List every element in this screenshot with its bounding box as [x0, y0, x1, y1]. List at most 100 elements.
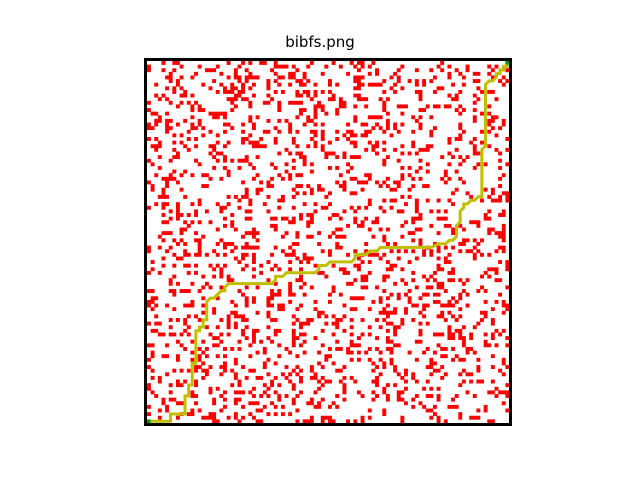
obstacle-cell — [244, 325, 249, 330]
obstacle-cell — [183, 379, 188, 384]
obstacle-cell — [157, 408, 162, 413]
obstacle-cell — [476, 242, 481, 246]
obstacle-cell — [223, 242, 227, 246]
obstacle-cell — [353, 296, 358, 301]
obstacle-cell — [338, 100, 343, 105]
obstacle-cell — [501, 238, 506, 243]
obstacle-cell — [328, 404, 332, 409]
obstacle-cell — [494, 299, 499, 304]
obstacle-cell — [338, 379, 343, 384]
obstacle-cell — [385, 227, 390, 232]
obstacle-cell — [215, 354, 220, 359]
obstacle-cell — [414, 227, 419, 232]
obstacle-cell — [161, 354, 166, 359]
obstacle-cell — [382, 289, 387, 293]
obstacle-cell — [302, 191, 307, 196]
obstacle-cell — [400, 419, 405, 424]
obstacle-cell — [487, 194, 492, 199]
obstacle-cell — [320, 383, 325, 388]
obstacle-cell — [407, 187, 412, 192]
obstacle-cell — [172, 155, 177, 160]
obstacle-cell — [454, 404, 459, 409]
obstacle-cell — [291, 339, 296, 344]
obstacle-cell — [219, 111, 224, 116]
obstacle-cell — [190, 350, 195, 355]
obstacle-cell — [230, 278, 235, 283]
obstacle-cell — [461, 242, 466, 246]
obstacle-cell — [161, 191, 166, 196]
obstacle-cell — [291, 328, 296, 333]
obstacle-cell — [487, 227, 492, 232]
obstacle-cell — [183, 227, 188, 232]
obstacle-cell — [342, 397, 347, 402]
obstacle-layer — [147, 61, 510, 424]
obstacle-cell — [270, 223, 274, 228]
obstacle-cell — [291, 343, 296, 348]
obstacle-cell — [353, 115, 358, 120]
obstacle-cell — [273, 165, 278, 170]
obstacle-cell — [306, 321, 311, 326]
obstacle-cell — [280, 75, 285, 80]
obstacle-cell — [461, 357, 466, 362]
obstacle-cell — [411, 404, 416, 409]
obstacle-cell — [291, 137, 296, 141]
obstacle-cell — [328, 234, 332, 239]
obstacle-cell — [197, 202, 202, 207]
obstacle-cell — [313, 307, 318, 312]
obstacle-cell — [472, 115, 477, 120]
obstacle-cell — [385, 383, 390, 388]
obstacle-cell — [360, 187, 365, 192]
obstacle-cell — [443, 260, 448, 265]
obstacle-cell — [157, 234, 162, 239]
obstacle-cell — [320, 137, 325, 141]
obstacle-cell — [476, 365, 481, 369]
obstacle-cell — [295, 79, 300, 84]
obstacle-cell — [215, 89, 220, 94]
obstacle-cell — [299, 216, 303, 221]
obstacle-cell — [299, 375, 303, 380]
obstacle-cell — [429, 115, 434, 120]
obstacle-cell — [317, 314, 322, 319]
obstacle-cell — [179, 173, 184, 178]
obstacle-cell — [364, 133, 369, 138]
obstacle-cell — [378, 184, 383, 188]
obstacle-cell — [382, 412, 387, 417]
obstacle-cell — [150, 162, 155, 167]
obstacle-cell — [472, 93, 477, 98]
obstacle-cell — [219, 238, 224, 243]
obstacle-cell — [288, 151, 293, 156]
obstacle-cell — [458, 278, 463, 283]
obstacle-cell — [407, 151, 412, 156]
obstacle-cell — [165, 194, 170, 199]
obstacle-cell — [186, 368, 191, 373]
obstacle-cell — [498, 368, 503, 373]
obstacle-cell — [277, 383, 282, 388]
obstacle-cell — [157, 415, 162, 420]
obstacle-cell — [349, 176, 354, 181]
obstacle-cell — [295, 129, 300, 134]
obstacle-cell — [458, 314, 463, 319]
obstacle-cell — [251, 234, 256, 239]
obstacle-cell — [375, 151, 379, 156]
obstacle-cell — [237, 289, 242, 293]
obstacle-cell — [295, 372, 300, 377]
obstacle-cell — [194, 314, 198, 319]
obstacle-cell — [208, 68, 213, 73]
obstacle-cell — [461, 180, 466, 185]
obstacle-cell — [385, 310, 390, 315]
obstacle-cell — [161, 187, 166, 192]
obstacle-cell — [241, 194, 246, 199]
obstacle-cell — [248, 133, 253, 138]
obstacle-cell — [270, 252, 274, 257]
obstacle-cell — [338, 346, 343, 351]
obstacle-cell — [284, 169, 289, 174]
obstacle-cell — [335, 318, 340, 322]
obstacle-cell — [342, 267, 347, 272]
obstacle-cell — [411, 303, 416, 308]
obstacle-cell — [382, 108, 387, 112]
obstacle-cell — [371, 61, 376, 65]
obstacle-cell — [367, 332, 372, 337]
obstacle-cell — [353, 155, 358, 160]
obstacle-cell — [317, 270, 322, 275]
obstacle-cell — [175, 401, 180, 406]
